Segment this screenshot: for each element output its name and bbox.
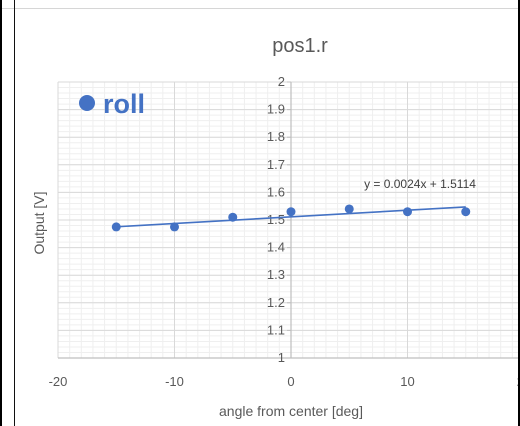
y-tick-label: 1.4	[267, 240, 285, 255]
x-tick-label: 10	[400, 374, 414, 389]
y-axis-label: Output [V]	[31, 191, 47, 254]
trendline-equation: y = 0.0024x + 1.5114	[364, 177, 476, 191]
data-point	[111, 222, 121, 232]
data-point	[170, 222, 179, 232]
y-tick-label: 1.6	[267, 184, 285, 199]
y-tick-label: 1.1	[267, 322, 285, 337]
legend-marker	[79, 95, 95, 111]
data-points	[111, 204, 471, 232]
y-tick-label: 1.3	[267, 267, 285, 282]
chart-title: pos1.r	[272, 35, 328, 57]
data-point	[286, 207, 296, 217]
y-tick-label: 1.7	[267, 157, 285, 172]
data-point	[461, 207, 471, 217]
y-tick-label: 1.9	[267, 102, 285, 117]
data-point	[344, 204, 354, 214]
y-tick-label: 2	[278, 74, 285, 89]
data-point	[403, 207, 412, 217]
x-axis-label: angle from center [deg]	[219, 403, 363, 419]
y-tick-label: 1.5	[267, 212, 285, 227]
y-tick-label: 1.2	[267, 295, 285, 310]
x-tick-label: -20	[49, 374, 68, 389]
y-tick-label: 1	[278, 350, 285, 365]
tick-labels: 11.11.21.31.41.51.61.71.81.92-20-1001020	[49, 74, 520, 389]
x-tick-label: 0	[287, 374, 294, 389]
y-tick-label: 1.8	[267, 129, 285, 144]
axes	[58, 81, 520, 359]
data-point	[228, 212, 238, 222]
x-tick-label: -10	[165, 374, 184, 389]
legend-label-roll: roll	[103, 89, 145, 119]
top-divider	[0, 8, 520, 9]
